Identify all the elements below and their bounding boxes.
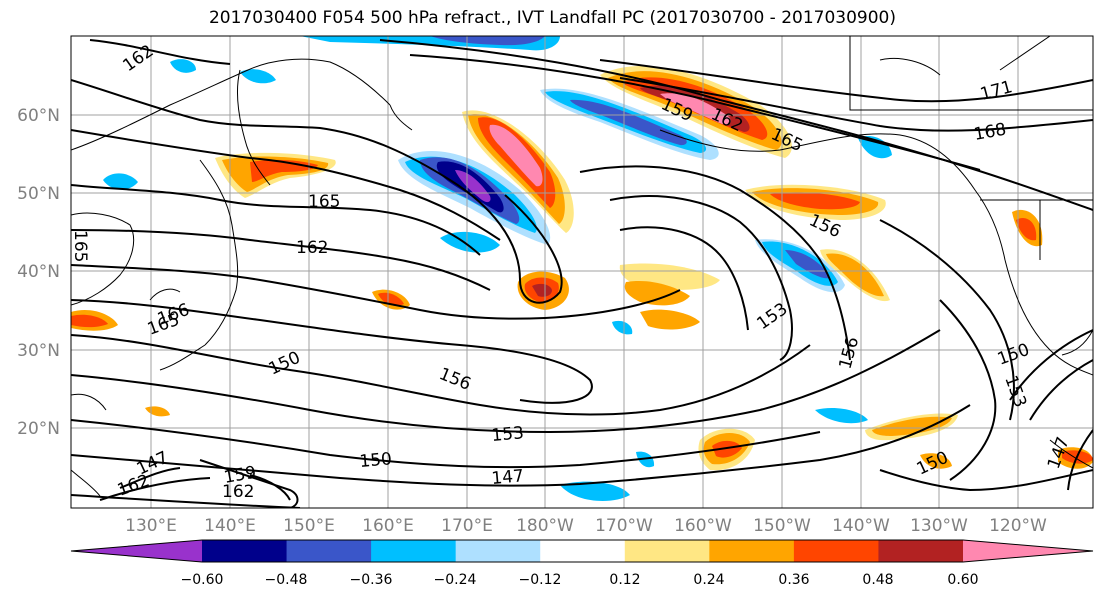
positive-anomaly-region bbox=[1016, 218, 1037, 241]
lon-label: 170°E bbox=[441, 516, 493, 536]
colorbar-tick-label: −0.24 bbox=[434, 572, 477, 588]
map-title: 2017030400 F054 500 hPa refract., IVT La… bbox=[208, 8, 896, 28]
colorbar-tick-label: 0.12 bbox=[609, 572, 640, 588]
lon-label: 180°W bbox=[516, 516, 574, 536]
colorbar-outline bbox=[70, 539, 1094, 563]
longitude-labels: 130°E 140°E 150°E 160°E 170°E 180°W 170°… bbox=[125, 516, 1047, 536]
colorbar-tick-label: 0.60 bbox=[947, 572, 978, 588]
colorbar-segment bbox=[455, 540, 541, 562]
positive-anomaly-region bbox=[532, 283, 552, 297]
positive-anomaly-region bbox=[872, 416, 952, 436]
colorbar-ticks: −0.60 −0.48 −0.36 −0.24 −0.12 0.12 0.24 … bbox=[181, 572, 979, 588]
negative-anomaly-region bbox=[570, 99, 687, 146]
positive-anomaly-region bbox=[712, 440, 742, 458]
positive-anomaly-region bbox=[920, 453, 952, 469]
lat-label: 20°N bbox=[17, 419, 60, 439]
positive-anomaly-region bbox=[826, 253, 884, 297]
anomaly-fill-layer bbox=[71, 36, 1093, 501]
lat-label: 60°N bbox=[17, 106, 60, 126]
height-contours bbox=[71, 39, 1093, 508]
colorbar-tick-label: 0.24 bbox=[693, 572, 724, 588]
contour-label: 162 bbox=[222, 482, 254, 502]
colorbar-segment bbox=[371, 540, 457, 562]
positive-anomaly-region bbox=[378, 292, 404, 306]
lon-label: 150°W bbox=[753, 516, 811, 536]
lon-label: 130°E bbox=[125, 516, 177, 536]
positive-anomaly-region bbox=[640, 309, 700, 330]
lat-label: 30°N bbox=[17, 341, 60, 361]
colorbar-segment bbox=[202, 540, 288, 562]
negative-anomaly-region bbox=[430, 36, 545, 46]
contour-label: 147 bbox=[491, 466, 525, 489]
lon-label: 130°W bbox=[910, 516, 968, 536]
lon-label: 150°E bbox=[283, 516, 335, 536]
colorbar-tick-label: −0.12 bbox=[519, 572, 562, 588]
colorbar-segment bbox=[878, 540, 964, 562]
lon-label: 140°E bbox=[204, 516, 256, 536]
positive-anomaly-region bbox=[71, 314, 108, 328]
colorbar-segment bbox=[540, 540, 626, 562]
lon-label: 160°W bbox=[674, 516, 732, 536]
map-border bbox=[70, 35, 1094, 509]
negative-anomaly-region bbox=[103, 173, 138, 190]
contour-label: 162 bbox=[296, 238, 328, 258]
negative-anomaly-region bbox=[815, 408, 868, 424]
negative-anomaly-region bbox=[455, 170, 491, 203]
colorbar-segment bbox=[624, 540, 710, 562]
lon-label: 140°W bbox=[832, 516, 890, 536]
contour-label: 150 bbox=[359, 449, 393, 472]
colorbar-segment bbox=[963, 540, 1093, 562]
contour-label: 165 bbox=[70, 230, 90, 262]
latitude-labels: 60°N 50°N 40°N 30°N 20°N bbox=[17, 106, 60, 439]
positive-anomaly-region bbox=[624, 280, 690, 306]
colorbar-tick-label: 0.36 bbox=[778, 572, 809, 588]
contour-label: 165 bbox=[308, 192, 340, 212]
colorbar-tick-label: −0.60 bbox=[181, 572, 224, 588]
colorbar-tick-label: −0.36 bbox=[350, 572, 393, 588]
colorbar-segment bbox=[793, 540, 879, 562]
colorbar: −0.60 −0.48 −0.36 −0.24 −0.12 0.12 0.24 … bbox=[70, 539, 1094, 588]
colorbar-segments bbox=[71, 540, 1093, 562]
lon-label: 160°E bbox=[362, 516, 414, 536]
lon-label: 170°W bbox=[595, 516, 653, 536]
positive-anomaly-region bbox=[660, 93, 731, 125]
lat-label: 40°N bbox=[17, 262, 60, 282]
lon-label: 120°W bbox=[989, 516, 1047, 536]
contour-label: 153 bbox=[491, 423, 525, 446]
coastlines bbox=[71, 36, 1093, 497]
negative-anomaly-region bbox=[560, 481, 630, 501]
positive-anomaly-region bbox=[489, 124, 543, 187]
negative-anomaly-region bbox=[170, 59, 196, 73]
lat-label: 50°N bbox=[17, 184, 60, 204]
colorbar-tick-label: 0.48 bbox=[862, 572, 893, 588]
colorbar-segment bbox=[709, 540, 795, 562]
negative-anomaly-region bbox=[612, 320, 633, 335]
positive-anomaly-region bbox=[770, 192, 860, 210]
colorbar-tick-label: −0.48 bbox=[265, 572, 308, 588]
colorbar-segment bbox=[286, 540, 372, 562]
negative-anomaly-region bbox=[240, 69, 276, 84]
colorbar-segment bbox=[71, 540, 202, 562]
